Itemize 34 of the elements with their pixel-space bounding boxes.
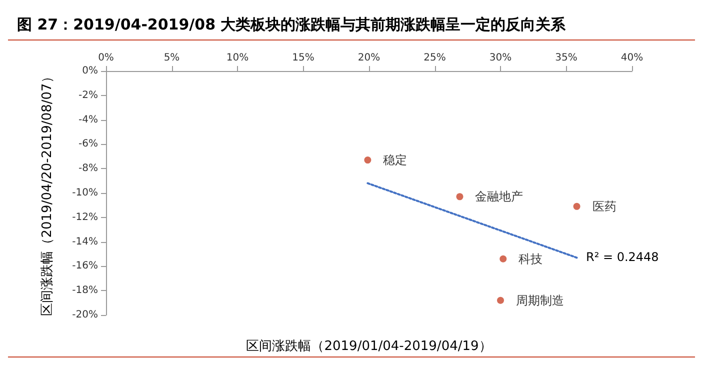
y-tick-label: -18% — [72, 285, 98, 296]
x-tick-label: 40% — [620, 52, 644, 64]
y-tick-label: 0% — [82, 66, 98, 76]
x-tick-label: 35% — [555, 52, 578, 64]
y-tick-label: -2% — [78, 90, 98, 101]
point — [500, 255, 507, 262]
series-label: 周期制造 — [516, 293, 564, 308]
series-label: 金融地产 — [475, 190, 524, 204]
x-tick-label: 0% — [98, 52, 114, 64]
x-tick-label: 25% — [424, 52, 446, 64]
annotation: R² = 0.2448 — [586, 250, 659, 264]
y-tick-label: -14% — [72, 236, 98, 248]
x-tick-label: 5% — [164, 52, 180, 64]
point — [364, 156, 372, 164]
y-axis-title: 区间涨跌幅（2019/04/20-2019/08/07） — [40, 70, 55, 316]
x-tick-label: 30% — [489, 52, 512, 64]
x-tick-label: 15% — [292, 52, 314, 64]
series-label: 医药 — [592, 199, 616, 214]
point — [456, 193, 464, 200]
y-tick-label: -20% — [72, 310, 98, 320]
chart-title: 图 27：2019/04-2019/08 大类板块的涨跌幅与其前期涨跌幅呈一定的反向关系 — [17, 16, 567, 34]
y-tick-label: -16% — [72, 260, 98, 272]
x-tick-label: 10% — [226, 52, 249, 64]
series-label: 稳定 — [383, 153, 408, 168]
point — [497, 296, 504, 304]
y-tick-label: -6% — [78, 138, 98, 150]
y-tick-label: -8% — [78, 163, 98, 174]
y-tick-label: -12% — [72, 212, 98, 223]
point — [573, 202, 580, 210]
x-tick-label: 20% — [358, 52, 380, 64]
y-tick-label: -4% — [78, 114, 98, 126]
y-tick-label: -10% — [72, 188, 98, 198]
series-label: 科技 — [518, 252, 543, 266]
x-axis-title: 区间涨跌幅（2019/01/04-2019/04/19） — [246, 339, 492, 354]
